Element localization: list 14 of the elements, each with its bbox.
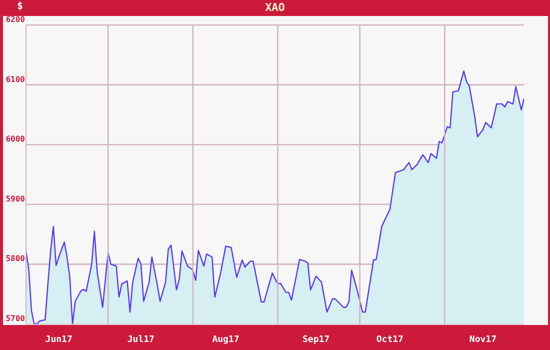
x-tick-label: Oct17 [376, 335, 404, 345]
x-tick-label: Nov17 [469, 335, 497, 345]
x-tick-label: Jul17 [127, 335, 154, 345]
y-tick-label: 5800 [6, 254, 26, 264]
y-tick-label: 5700 [6, 314, 26, 323]
x-tick-label: Sep17 [302, 335, 330, 345]
x-tick-label: Jun17 [45, 335, 72, 345]
chart-title: XAO [265, 1, 285, 14]
y-axis-title: $ [17, 1, 24, 12]
y-tick-label: 6000 [6, 134, 26, 144]
y-tick-label: 6200 [6, 15, 26, 24]
y-tick-label: 5900 [6, 194, 26, 204]
x-tick-label: Aug17 [212, 335, 240, 345]
y-tick-label: 6100 [6, 74, 26, 84]
